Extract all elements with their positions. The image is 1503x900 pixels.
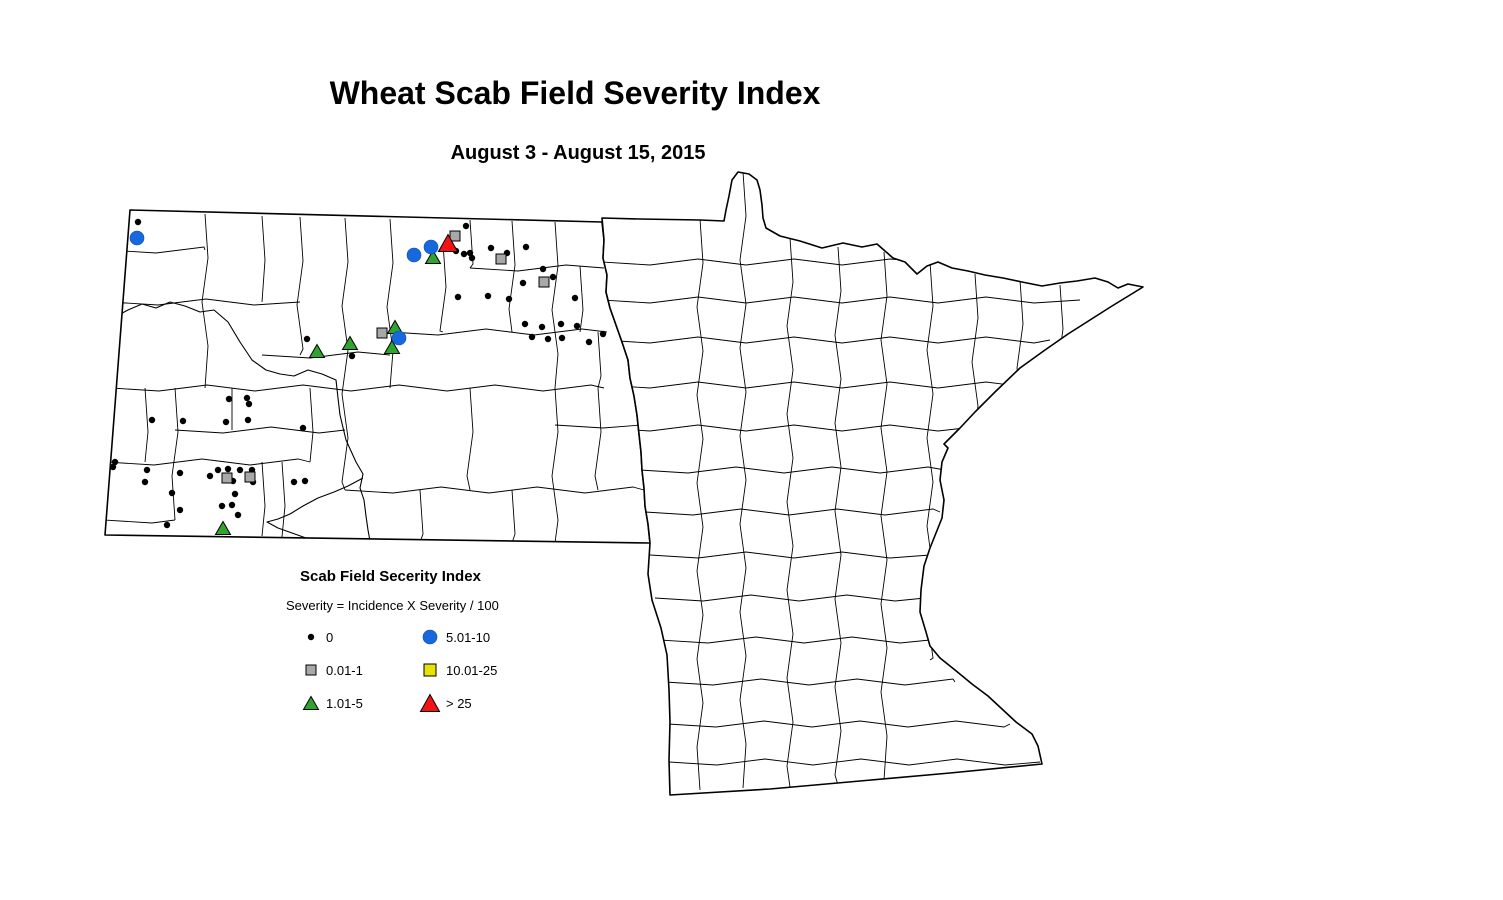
legend-title: Scab Field Secerity Index (300, 568, 481, 585)
missouri-river-fork (266, 477, 364, 542)
north-dakota-county-map (104, 209, 651, 544)
legend-label-5: > 25 (446, 695, 472, 711)
severity-5-10-marker-icon (414, 627, 446, 647)
minnesota-county-map (601, 171, 1144, 796)
severity-0-marker-icon (296, 627, 326, 647)
legend-label-3: 5.01-10 (446, 629, 491, 645)
missouri-river (112, 301, 371, 542)
legend-label-1: 0.01-1 (326, 662, 363, 678)
legend-label-4: 10.01-25 (446, 662, 498, 678)
severity-001-1-marker-icon (296, 660, 326, 680)
severity-1-5-marker-icon (296, 693, 326, 713)
severity-10-25-marker-icon (414, 660, 446, 680)
north-dakota-outline (104, 209, 651, 544)
severity-over-25-marker-icon (414, 693, 446, 713)
legend-label-2: 1.01-5 (326, 695, 363, 711)
legend: Scab Field Secerity Index Severity = Inc… (286, 568, 526, 713)
legend-formula: Severity = Incidence X Severity / 100 (286, 598, 499, 613)
severity-markers (109, 218, 607, 535)
map-subtitle: August 3 - August 15, 2015 (450, 142, 706, 164)
map-title: Wheat Scab Field Severity Index (329, 75, 821, 111)
legend-label-0: 0 (326, 629, 334, 645)
legend-grid: 0 5.01-10 0.01-1 10.01-25 1.01-5 > 25 (296, 627, 526, 713)
minnesota-outline (601, 171, 1144, 796)
